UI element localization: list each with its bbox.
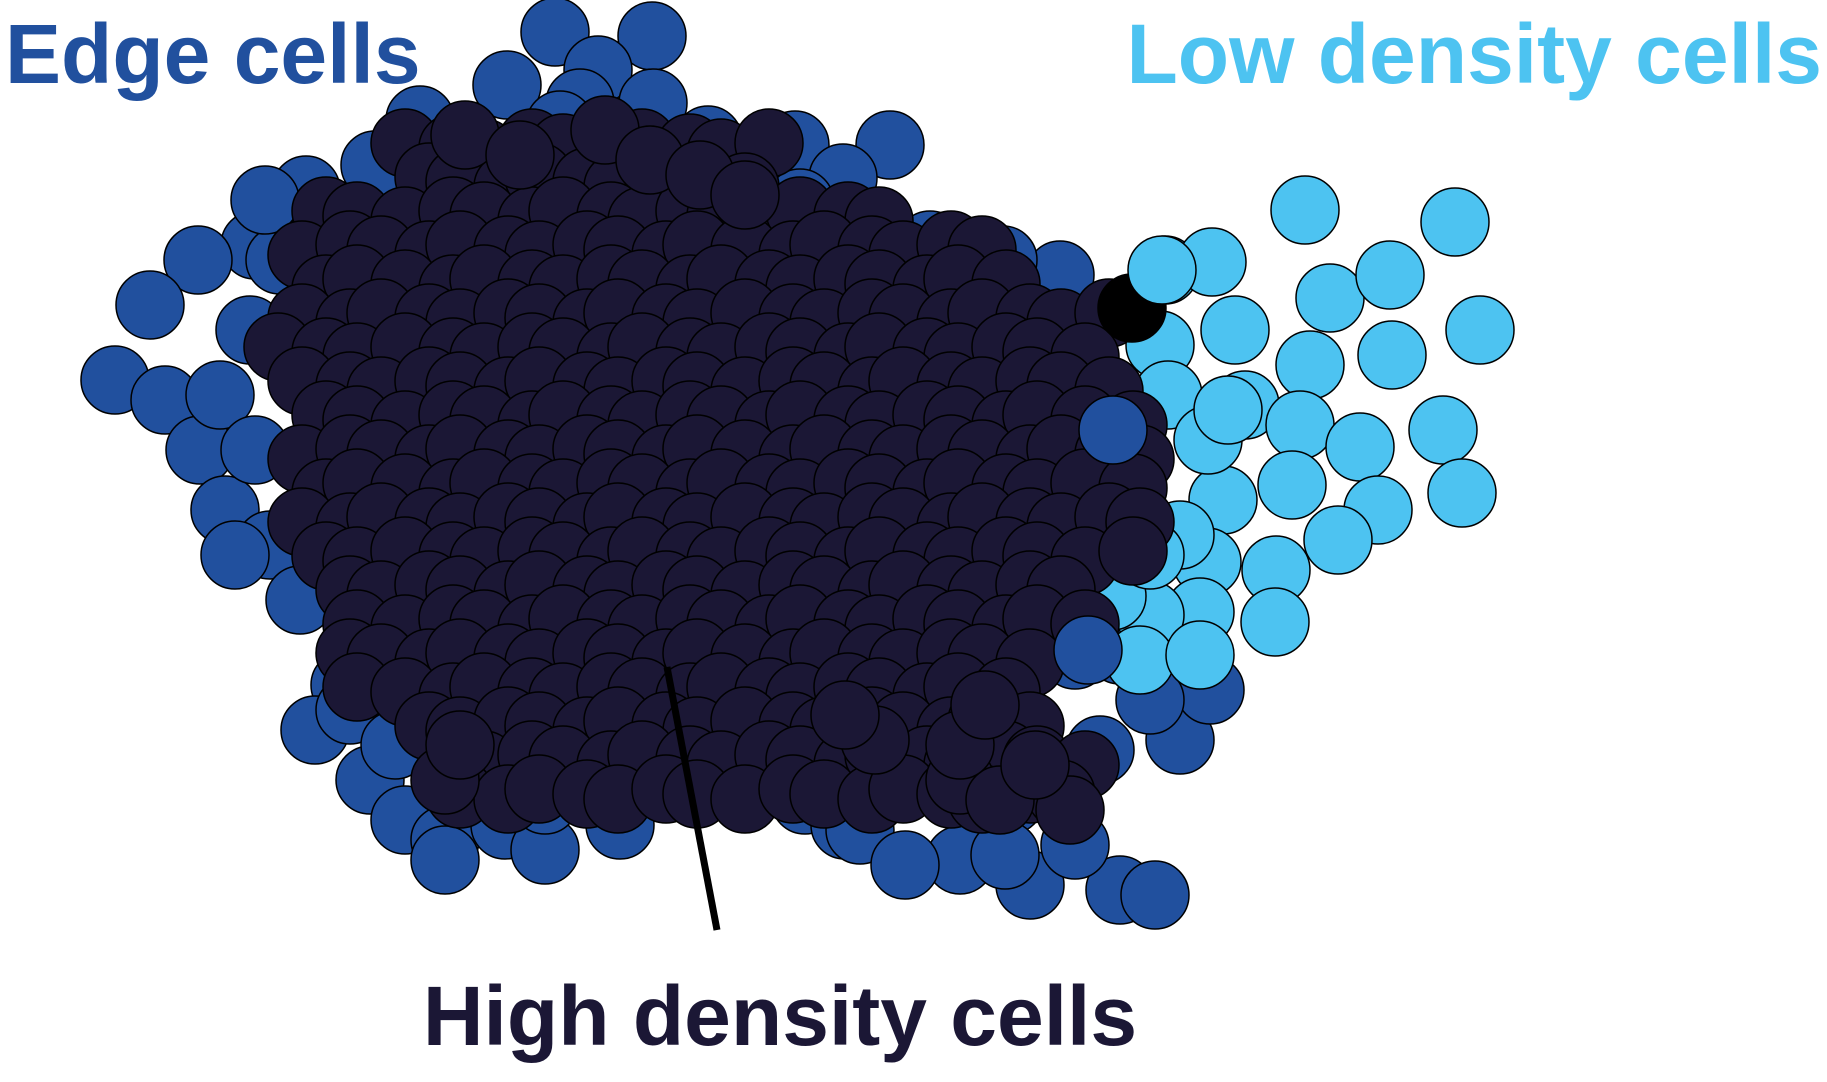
- high-density-cell: [950, 670, 1020, 740]
- low-density-cell: [1275, 330, 1345, 400]
- low-density-cell: [1193, 375, 1263, 445]
- low-density-cell: [1445, 295, 1515, 365]
- high-density-cell: [810, 680, 880, 750]
- low-density-cell: [1420, 187, 1490, 257]
- edge-cell: [163, 225, 233, 295]
- pointer-line: [663, 666, 721, 931]
- low-density-cell: [1270, 175, 1340, 245]
- low-density-cell: [1257, 450, 1327, 520]
- edge-cell: [1120, 860, 1190, 930]
- low-density-cell: [1357, 320, 1427, 390]
- high-density-cells-label: High density cells: [423, 969, 1137, 1063]
- low-density-cell: [1295, 263, 1365, 333]
- edge-cell: [410, 825, 480, 895]
- low-density-cell: [1127, 235, 1197, 305]
- high-density-cell: [1098, 516, 1168, 586]
- low-density-cell: [1165, 620, 1235, 690]
- pointer-group: [663, 666, 721, 931]
- edge-cells-label: Edge cells: [5, 7, 421, 101]
- high-density-cell: [485, 120, 555, 190]
- edge-cell: [1053, 615, 1123, 685]
- low-density-cell: [1303, 505, 1373, 575]
- high-density-cell: [710, 160, 780, 230]
- low-density-cell: [1240, 587, 1310, 657]
- low-density-cell: [1427, 458, 1497, 528]
- low-density-cell: [1355, 240, 1425, 310]
- low-density-cell: [1408, 395, 1478, 465]
- low-density-cell: [1200, 295, 1270, 365]
- high-density-cell: [1000, 730, 1070, 800]
- low-density-cell: [1325, 412, 1395, 482]
- edge-cell: [1078, 395, 1148, 465]
- high-density-cells-group: [243, 95, 1175, 845]
- edge-cell: [115, 270, 185, 340]
- edge-cell: [200, 520, 270, 590]
- low-density-cell: [1265, 390, 1335, 460]
- edge-cell: [870, 830, 940, 900]
- edge-cell: [185, 360, 255, 430]
- low-density-cells-label: Low density cells: [1126, 7, 1822, 101]
- overlay-cells-group: [1053, 235, 1197, 685]
- high-density-cell: [425, 710, 495, 780]
